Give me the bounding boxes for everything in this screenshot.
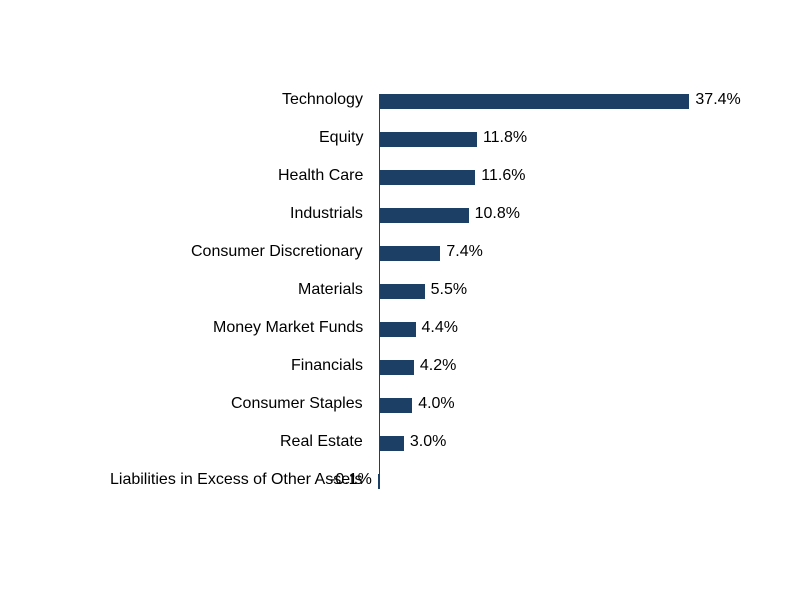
category-label: Materials	[298, 281, 363, 299]
value-label: 10.8%	[475, 205, 520, 223]
category-label: Financials	[291, 357, 363, 375]
category-label: Industrials	[290, 205, 363, 223]
category-label: Consumer Staples	[231, 395, 363, 413]
bar	[379, 246, 440, 261]
value-label: 7.4%	[446, 243, 482, 261]
category-label: Consumer Discretionary	[191, 243, 363, 261]
value-label: 4.0%	[418, 395, 454, 413]
value-label: 5.5%	[431, 281, 467, 299]
bar	[379, 132, 477, 147]
value-label: 4.4%	[422, 319, 458, 337]
value-label: 11.6%	[481, 167, 525, 185]
bar	[379, 436, 404, 451]
category-label: Money Market Funds	[213, 319, 363, 337]
bar	[379, 170, 475, 185]
value-label: 3.0%	[410, 433, 446, 451]
value-label: 11.8%	[483, 129, 527, 147]
value-label: -0.1%	[330, 471, 372, 489]
value-label: 4.2%	[420, 357, 456, 375]
bar	[379, 208, 469, 223]
allocation-bar-chart: Technology 37.4% Equity 11.8% Health Care 11.…	[0, 0, 792, 612]
bar	[378, 474, 379, 489]
bar	[379, 398, 412, 413]
bar	[379, 322, 416, 337]
category-label: Health Care	[278, 167, 363, 185]
category-label: Real Estate	[280, 433, 363, 451]
value-label: 37.4%	[695, 91, 740, 109]
bar	[379, 284, 425, 299]
category-label: Equity	[319, 129, 363, 147]
bar	[379, 360, 414, 375]
category-label: Technology	[282, 91, 363, 109]
category-label: Liabilities in Excess of Other Assets	[110, 471, 363, 489]
bar	[379, 94, 689, 109]
